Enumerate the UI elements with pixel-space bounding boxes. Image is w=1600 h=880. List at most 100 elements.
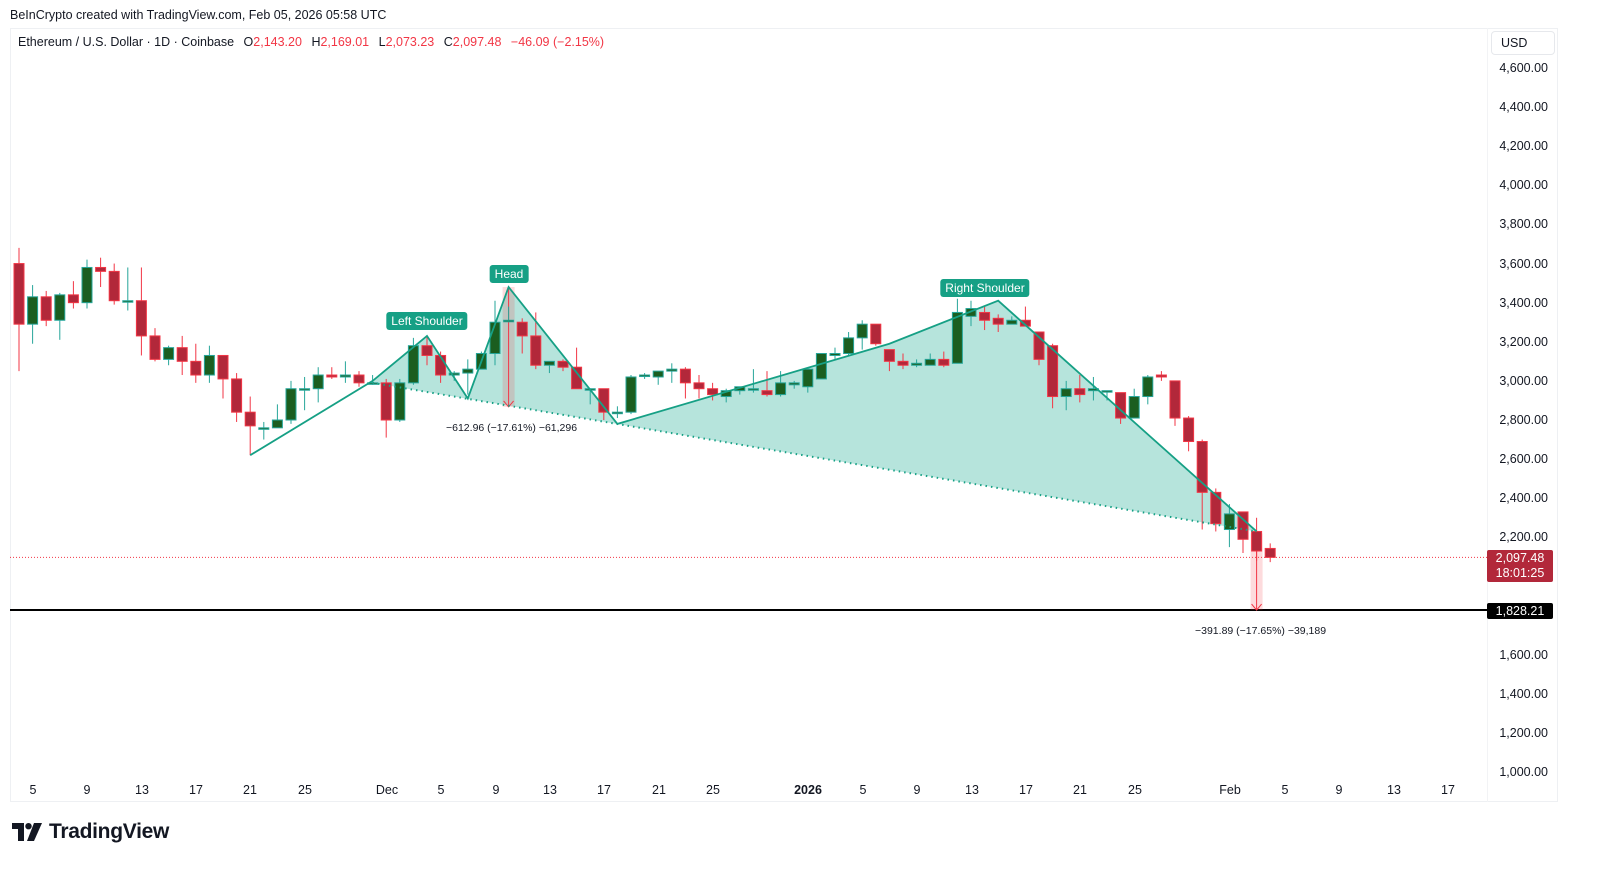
candle[interactable] (1047, 343, 1059, 409)
candle[interactable] (380, 378, 392, 438)
candle[interactable] (938, 351, 950, 368)
candle[interactable] (747, 369, 759, 393)
candle[interactable] (285, 380, 297, 424)
candle[interactable] (1264, 543, 1276, 563)
candle[interactable] (81, 259, 93, 309)
candle[interactable] (611, 406, 623, 419)
time-tick: 17 (189, 783, 203, 797)
time-tick: 21 (243, 783, 257, 797)
time-tick: 21 (1073, 783, 1087, 797)
candle[interactable] (27, 285, 39, 344)
candle[interactable] (13, 247, 25, 372)
candle[interactable] (339, 361, 351, 383)
candle[interactable] (856, 320, 868, 350)
candle[interactable] (1074, 375, 1086, 403)
price-tick: 4,200.00 (1499, 139, 1548, 154)
candle[interactable] (870, 323, 882, 346)
head-label[interactable]: Head (489, 265, 529, 283)
left-shoulder-label[interactable]: Left Shoulder (386, 312, 468, 330)
candle[interactable] (40, 290, 52, 327)
candle[interactable] (516, 318, 528, 354)
candle[interactable] (231, 373, 243, 422)
candle[interactable] (176, 335, 188, 376)
candle[interactable] (312, 367, 324, 403)
candle[interactable] (951, 298, 963, 364)
currency-button[interactable]: USD (1491, 31, 1555, 55)
candle[interactable] (557, 359, 569, 372)
candle[interactable] (503, 306, 515, 323)
price-tick: 3,800.00 (1499, 217, 1548, 232)
candle[interactable] (1128, 388, 1140, 419)
symbol-name[interactable]: Ethereum / U.S. Dollar · 1D · Coinbase (18, 35, 235, 49)
head-and-shoulders-line (249, 285, 1258, 533)
candle[interactable] (965, 300, 977, 327)
candle[interactable] (1155, 371, 1167, 381)
candle[interactable] (149, 328, 161, 362)
candle[interactable] (843, 332, 855, 356)
candle[interactable] (1019, 306, 1031, 327)
candle[interactable] (788, 380, 800, 389)
close-label: C (443, 35, 453, 49)
candle[interactable] (652, 370, 664, 385)
candle[interactable] (1060, 380, 1072, 411)
candle[interactable] (1006, 316, 1018, 325)
open-label: O (243, 35, 254, 49)
candle[interactable] (625, 375, 637, 415)
candle[interactable] (1223, 504, 1235, 548)
last-price-tag: 2,097.48 18:01:25 (1487, 550, 1553, 582)
candle[interactable] (326, 367, 338, 379)
candle[interactable] (407, 337, 419, 385)
time-tick: 13 (543, 783, 557, 797)
time-tick: 13 (135, 783, 149, 797)
time-tick: 25 (706, 783, 720, 797)
right-shoulder-label[interactable]: Right Shoulder (940, 279, 1030, 297)
candle[interactable] (815, 353, 827, 380)
candle[interactable] (1169, 380, 1181, 426)
high-value: 2,169.01 (320, 35, 370, 49)
candle[interactable] (666, 363, 678, 383)
candle[interactable] (802, 368, 814, 393)
candle[interactable] (897, 353, 909, 370)
candle[interactable] (54, 292, 66, 340)
candle[interactable] (299, 376, 311, 411)
time-tick: 9 (913, 783, 921, 797)
candle[interactable] (190, 343, 202, 383)
candle[interactable] (1237, 511, 1249, 553)
candle[interactable] (1183, 416, 1195, 452)
candle[interactable] (122, 267, 134, 311)
candle[interactable] (394, 378, 406, 422)
candle[interactable] (421, 335, 433, 366)
candle[interactable] (693, 375, 705, 399)
candle[interactable] (761, 371, 773, 397)
candle[interactable] (462, 359, 474, 395)
candle[interactable] (639, 373, 651, 379)
candle[interactable] (163, 345, 175, 366)
candle[interactable] (203, 345, 215, 383)
candle[interactable] (258, 421, 270, 440)
candle[interactable] (1196, 439, 1208, 530)
candle[interactable] (135, 267, 147, 356)
time-tick: 5 (29, 783, 37, 797)
candle[interactable] (244, 396, 256, 456)
candle[interactable] (979, 306, 991, 331)
candle[interactable] (679, 367, 691, 399)
price-tick: 2,600.00 (1499, 452, 1548, 467)
candle[interactable] (829, 347, 841, 360)
candle[interactable] (707, 382, 719, 401)
open-value: 2,143.20 (253, 35, 302, 49)
bar-countdown: 18:01:25 (1495, 566, 1545, 580)
candle[interactable] (353, 371, 365, 387)
candle[interactable] (271, 404, 283, 429)
candle[interactable] (924, 353, 936, 366)
candle[interactable] (883, 349, 895, 372)
candle[interactable] (1142, 375, 1154, 405)
candle[interactable] (543, 360, 555, 374)
tradingview-logo[interactable]: TradingView (12, 820, 169, 844)
candle[interactable] (67, 281, 79, 309)
candle[interactable] (95, 257, 107, 288)
candle[interactable] (108, 263, 120, 305)
candle[interactable] (992, 314, 1004, 332)
candle[interactable] (911, 359, 923, 368)
candle[interactable] (217, 354, 229, 399)
